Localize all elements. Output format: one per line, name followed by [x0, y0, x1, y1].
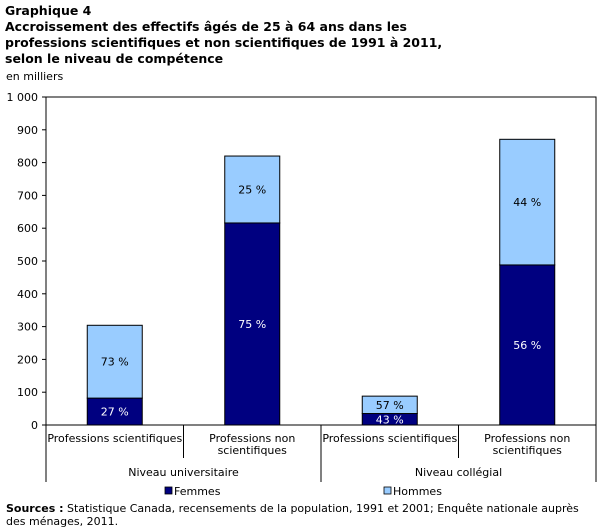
y-tick-label: 800	[17, 157, 38, 170]
legend-label-femmes: Femmes	[174, 485, 221, 498]
bar-femmes	[224, 222, 281, 426]
category-label: scientifiques	[493, 444, 563, 457]
title-line-3: professions scientifiques et non scienti…	[5, 35, 443, 50]
unit-label: en milliers	[6, 70, 64, 83]
y-tick-label: 300	[17, 321, 38, 334]
data-label: 43 %	[376, 413, 404, 426]
y-tick-label: 500	[17, 255, 38, 268]
y-tick-label: 600	[17, 222, 38, 235]
data-label: 44 %	[513, 196, 541, 209]
sources-note: Sources : Statistique Canada, recensemen…	[6, 502, 601, 528]
category-label: Professions scientifiques	[322, 432, 457, 445]
bar-hommes	[86, 324, 143, 399]
bar-hommes	[224, 155, 281, 224]
y-tick-label: 0	[31, 419, 38, 432]
data-label: 25 %	[238, 183, 266, 196]
category-label: Professions non	[209, 432, 295, 445]
y-tick-label: 100	[17, 386, 38, 399]
sources-label: Sources :	[6, 502, 64, 515]
sources-text: Statistique Canada, recensements de la p…	[6, 502, 579, 528]
data-label: 75 %	[238, 318, 266, 331]
y-tick-label: 200	[17, 353, 38, 366]
group-label: Niveau collégial	[415, 466, 502, 479]
data-label: 57 %	[376, 399, 404, 412]
y-tick-label: 400	[17, 288, 38, 301]
y-tick-label: 1 000	[7, 91, 39, 104]
data-label: 27 %	[101, 406, 129, 419]
y-tick-label: 900	[17, 124, 38, 137]
bar-hommes	[499, 138, 556, 266]
bar-femmes	[499, 264, 556, 426]
title-line-2: Accroissement des effectifs âgés de 25 à…	[5, 19, 407, 34]
title-line-4: selon le niveau de compétence	[5, 51, 224, 66]
category-label: Professions scientifiques	[47, 432, 182, 445]
data-label: 56 %	[513, 339, 541, 352]
data-label: 73 %	[101, 356, 129, 369]
category-label: Professions non	[484, 432, 570, 445]
legend-label-hommes: Hommes	[393, 485, 442, 498]
chart-title: Graphique 4 Accroissement des effectifs …	[5, 3, 600, 67]
legend-swatch-hommes	[383, 486, 392, 495]
legend-swatch-femmes	[164, 486, 173, 495]
title-line-1: Graphique 4	[5, 3, 92, 18]
y-tick-label: 700	[17, 189, 38, 202]
category-label: scientifiques	[218, 444, 288, 457]
group-label: Niveau universitaire	[128, 466, 239, 479]
bar-hommes	[361, 395, 418, 415]
